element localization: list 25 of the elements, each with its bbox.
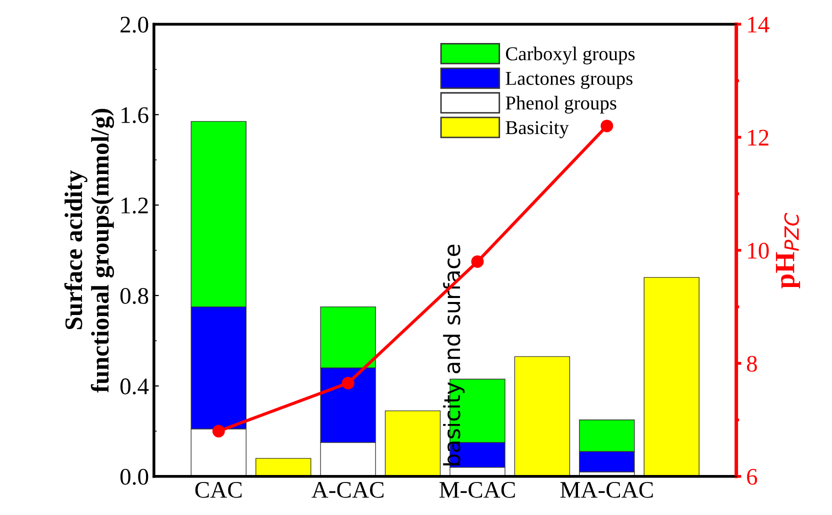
y2-tick-label: 14 — [748, 16, 770, 32]
y-tick-label: 1.2 — [122, 198, 148, 214]
x-tick-label: CAC — [195, 482, 242, 498]
y2-tick-label: 6 — [747, 468, 758, 485]
bar — [255, 458, 312, 476]
y2-tick-label: 8 — [746, 356, 757, 372]
y2-tick-label: 12 — [748, 130, 768, 146]
y-axis-title: Surface acidity functional groups(mmol/g) — [64, 108, 114, 393]
legend-label: Carboxyl groups — [506, 46, 635, 64]
x-tick-label: M-CAC — [439, 482, 515, 498]
x-tick-label: A-CAC — [312, 482, 384, 498]
y-tick-label: 0.4 — [120, 378, 149, 394]
legend-label: Lactones groups — [506, 72, 632, 89]
bar — [644, 277, 700, 476]
y2-tick-label: 10 — [748, 242, 769, 259]
y-tick-label: 1.6 — [122, 107, 148, 124]
legend-label: Phenol groups — [506, 96, 616, 114]
x-tick-label: MA-CAC — [560, 482, 653, 498]
bar — [384, 410, 441, 476]
y-tick-label: 2.0 — [120, 16, 148, 33]
y-tick-label: 0.8 — [120, 288, 148, 304]
bar — [514, 356, 570, 476]
y2-axis-title: pH$_{PZC}$ — [776, 212, 800, 288]
legend-label: Basicity — [506, 121, 569, 138]
y-tick-label: 0.0 — [120, 468, 148, 485]
